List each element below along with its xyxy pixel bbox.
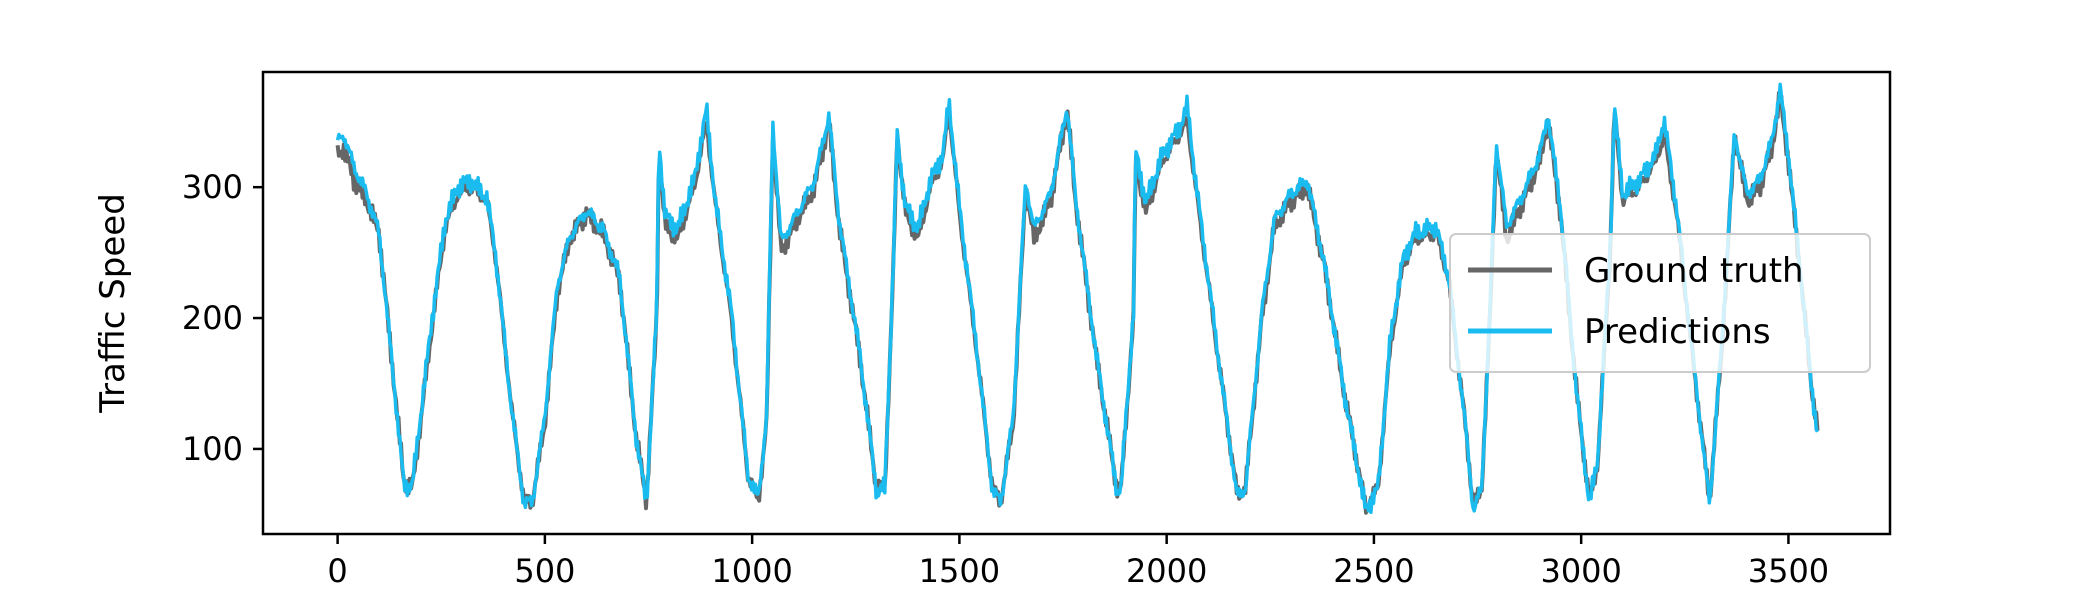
- legend-label-predictions: Predictions: [1584, 312, 1771, 352]
- plot-frame: [261, 70, 1892, 536]
- x-tick-label: 2500: [1333, 552, 1414, 590]
- x-tick-label: 500: [514, 552, 575, 590]
- y-axis-ticks: 100 200 300: [182, 168, 263, 468]
- x-tick-label: 0: [327, 552, 347, 590]
- y-tick-label: 300: [182, 168, 243, 206]
- y-tick-label: 200: [182, 299, 243, 337]
- x-tick-label: 1500: [919, 552, 1000, 590]
- legend-box: [1449, 233, 1871, 373]
- y-axis-label: Traffic Speed: [93, 193, 133, 414]
- x-tick-label: 1000: [711, 552, 792, 590]
- x-tick-label: 2000: [1126, 552, 1207, 590]
- legend: Ground truth Predictions: [1449, 233, 1871, 373]
- y-tick-label: 100: [182, 430, 243, 468]
- x-tick-label: 3000: [1540, 552, 1621, 590]
- x-tick-label: 3500: [1748, 552, 1829, 590]
- x-axis-ticks: 0 500 1000 1500 2000 2500 3000 3500: [327, 534, 1829, 590]
- legend-label-ground-truth: Ground truth: [1584, 251, 1804, 291]
